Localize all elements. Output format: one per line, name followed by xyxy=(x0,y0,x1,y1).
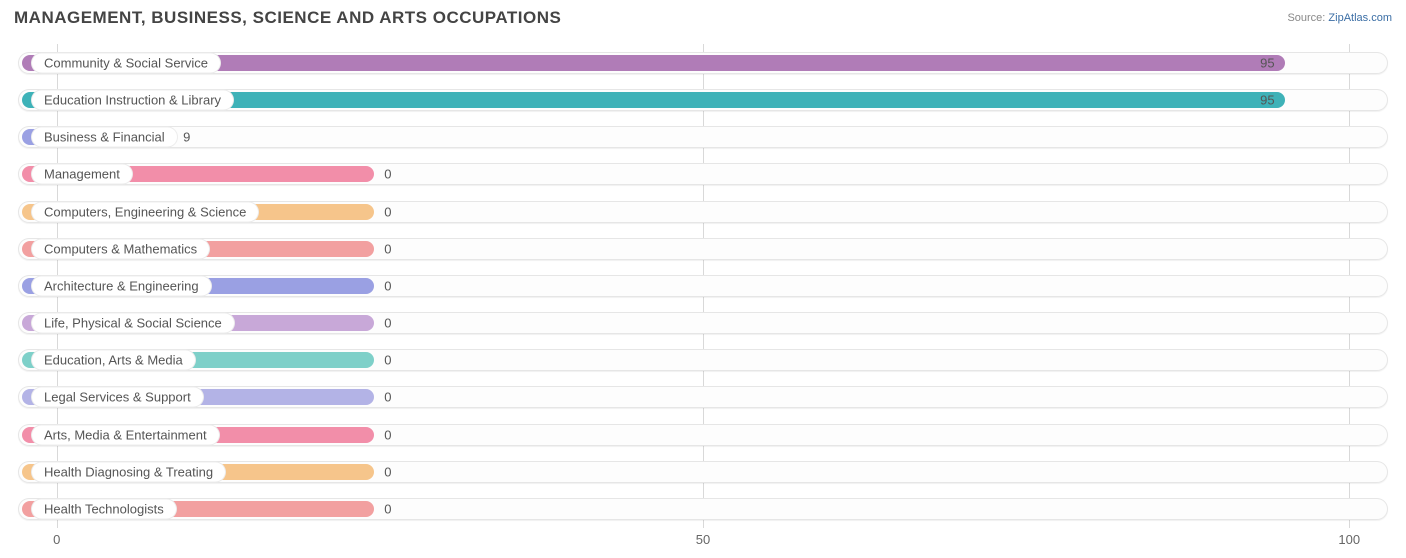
chart-title: MANAGEMENT, BUSINESS, SCIENCE AND ARTS O… xyxy=(14,8,561,28)
bar-label: Computers, Engineering & Science xyxy=(32,202,258,221)
bar-value: 95 xyxy=(1260,93,1274,108)
bar-label: Business & Financial xyxy=(32,128,177,147)
bar-label: Life, Physical & Social Science xyxy=(32,314,234,333)
bar-label: Arts, Media & Entertainment xyxy=(32,425,219,444)
bar-value: 0 xyxy=(384,390,391,405)
bar-label: Health Diagnosing & Treating xyxy=(32,462,225,481)
bar-value: 0 xyxy=(384,204,391,219)
x-tick-label: 100 xyxy=(1338,532,1360,547)
bar-value: 0 xyxy=(384,241,391,256)
bar-label: Legal Services & Support xyxy=(32,388,203,407)
x-tick-label: 0 xyxy=(53,532,60,547)
x-tick-label: 50 xyxy=(696,532,710,547)
bar-row: Computers, Engineering & Science 0 xyxy=(18,199,1388,225)
bar-value: 0 xyxy=(384,278,391,293)
bars-group: Community & Social Service95Education In… xyxy=(18,50,1388,522)
chart-source: Source: ZipAtlas.com xyxy=(1287,12,1392,24)
bar-value: 0 xyxy=(384,501,391,516)
bar-label: Health Technologists xyxy=(32,499,176,518)
bar-value: 95 xyxy=(1260,56,1274,71)
bar-value: 0 xyxy=(384,167,391,182)
source-label: Source: xyxy=(1287,12,1325,24)
bar-label: Computers & Mathematics xyxy=(32,239,209,258)
plot-area: Community & Social Service95Education In… xyxy=(18,44,1388,528)
bar-row: Health Diagnosing & Treating 0 xyxy=(18,459,1388,485)
bar-label: Management xyxy=(32,165,132,184)
bar-row: Education, Arts & Media 0 xyxy=(18,347,1388,373)
bar-value: 0 xyxy=(384,427,391,442)
bar-value: 0 xyxy=(384,464,391,479)
bar-row: Education Instruction & Library 95 xyxy=(18,87,1388,113)
source-link[interactable]: ZipAtlas.com xyxy=(1328,12,1392,24)
bar-row: Computers & Mathematics 0 xyxy=(18,236,1388,262)
bar-track xyxy=(18,126,1388,148)
bar-row: Architecture & Engineering 0 xyxy=(18,273,1388,299)
bar-row: Community & Social Service 95 xyxy=(18,50,1388,76)
bar-label: Community & Social Service xyxy=(32,54,220,73)
bar-value: 9 xyxy=(183,130,190,145)
bar-row: Business & Financial 9 xyxy=(18,124,1388,150)
bar-row: Health Technologists 0 xyxy=(18,496,1388,522)
bar-row: Arts, Media & Entertainment 0 xyxy=(18,422,1388,448)
bar-value: 0 xyxy=(384,353,391,368)
chart-container: MANAGEMENT, BUSINESS, SCIENCE AND ARTS O… xyxy=(0,0,1406,558)
bar-row: Management 0 xyxy=(18,161,1388,187)
bar-label: Education, Arts & Media xyxy=(32,351,195,370)
bar-label: Education Instruction & Library xyxy=(32,91,233,110)
bar-row: Legal Services & Support 0 xyxy=(18,384,1388,410)
x-axis: 0 50 100 xyxy=(18,532,1388,550)
bar-row: Life, Physical & Social Science 0 xyxy=(18,310,1388,336)
bar-label: Architecture & Engineering xyxy=(32,276,211,295)
bar-value: 0 xyxy=(384,316,391,331)
